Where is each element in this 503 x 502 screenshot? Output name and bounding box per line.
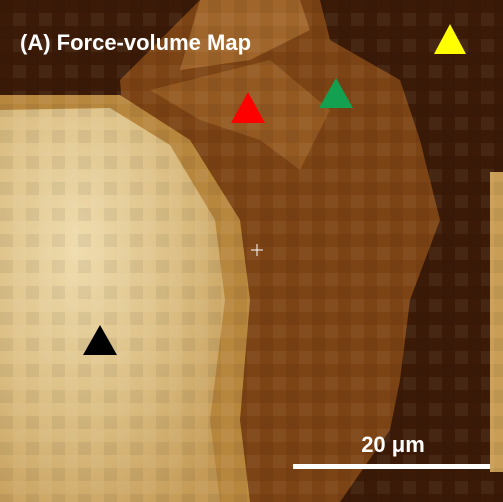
panel-title: (A) Force-volume Map <box>20 30 251 55</box>
scale-bar-label: 20 μm <box>361 432 425 457</box>
scale-bar <box>293 464 490 469</box>
force-volume-map: (A) Force-volume Map 20 μm <box>0 0 503 502</box>
pixel-texture <box>0 0 503 502</box>
